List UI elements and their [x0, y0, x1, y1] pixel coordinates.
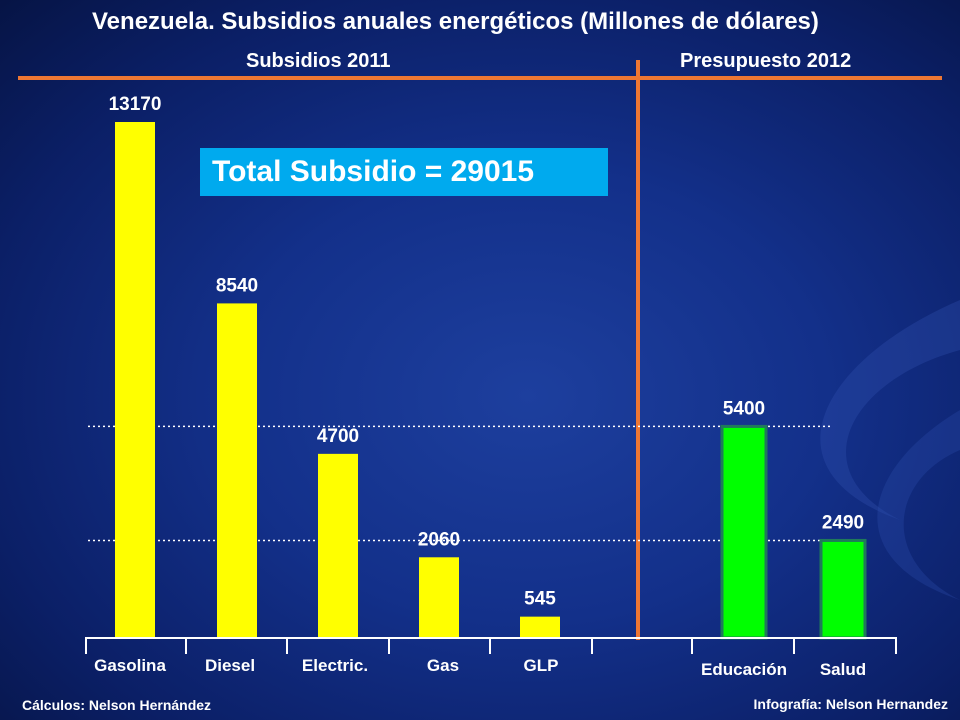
- total-subsidy-callout: Total Subsidio = 29015: [200, 148, 608, 196]
- data-label: 2060: [418, 529, 460, 550]
- data-label: 8540: [216, 275, 258, 296]
- category-label: Diesel: [205, 656, 255, 675]
- data-label: 545: [524, 589, 556, 610]
- category-label: Gas: [427, 656, 459, 675]
- bar-diesel: [217, 303, 257, 638]
- category-label: Electric.: [302, 656, 368, 675]
- calculation-credit: Cálculos: Nelson Hernández: [22, 697, 212, 713]
- data-label: 13170: [109, 94, 162, 115]
- bar-electric-: [318, 453, 358, 638]
- data-label: 5400: [723, 398, 765, 419]
- bar-glp: [520, 616, 560, 638]
- category-label: Salud: [820, 660, 866, 679]
- infographic-credit: Infografía: Nelson Hernandez: [753, 696, 948, 712]
- chart-title: Venezuela. Subsidios anuales energéticos…: [92, 8, 819, 35]
- data-label: 4700: [317, 426, 359, 447]
- category-label: Gasolina: [94, 656, 166, 675]
- bar-gasolina: [115, 122, 155, 638]
- category-label: GLP: [524, 656, 559, 675]
- bar-salud: [819, 538, 867, 640]
- category-label: Educación: [701, 660, 787, 679]
- section-label-subsidies-2011: Subsidios 2011: [246, 50, 391, 72]
- bar-educaci-n: [720, 424, 768, 640]
- bar-gas: [419, 557, 459, 638]
- section-label-budget-2012: Presupuesto 2012: [680, 50, 852, 72]
- data-label: 2490: [822, 512, 864, 533]
